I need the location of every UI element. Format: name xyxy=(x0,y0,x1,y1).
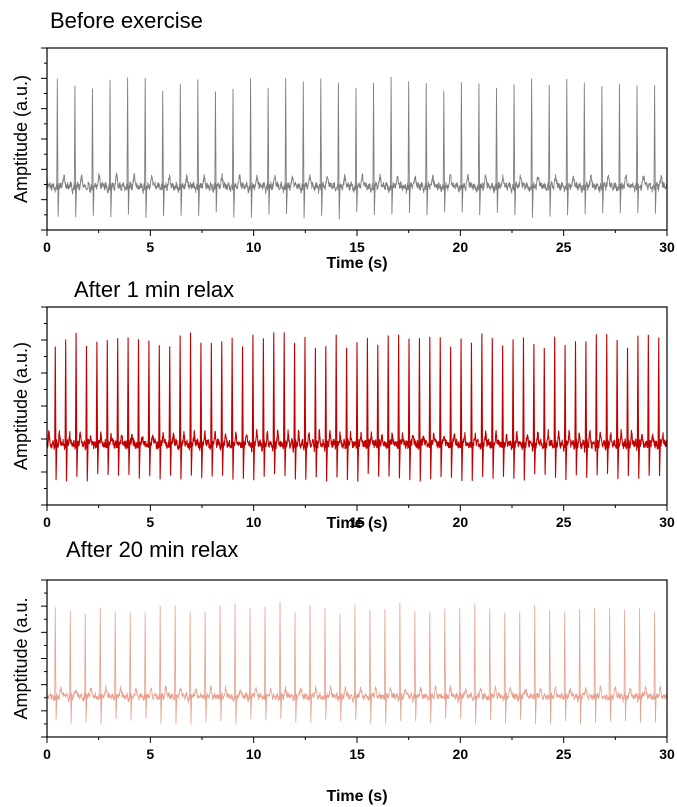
x-tick-label: 25 xyxy=(556,239,572,255)
ecg-chart-before-exercise: 0 5 10 15 20 25 30 Time (s) Amptitude (a.u.) xyxy=(11,47,675,272)
x-tick-label: 25 xyxy=(556,746,572,762)
panel-title: After 20 min relax xyxy=(66,537,239,562)
ecg-chart-after-20min: 0 5 10 15 20 25 30 Time (s) Amptitude (a.u. xyxy=(11,579,675,805)
panel-after-20min: After 20 min relax 0 5 10 15 20 25 30 Time (s) A… xyxy=(0,537,677,807)
x-tick-label: 15 xyxy=(349,746,365,762)
panel-before-exercise: Before exercise 0 5 10 15 20 25 30 Time (s) Ampt… xyxy=(0,0,677,275)
x-tick-label: 5 xyxy=(146,514,154,530)
x-tick-label: 20 xyxy=(453,239,469,255)
x-tick-label: 15 xyxy=(349,514,365,530)
x-tick-label: 15 xyxy=(349,239,365,255)
ecg-trace xyxy=(46,601,668,725)
y-axis-label: Amptitude (a.u.) xyxy=(11,342,31,470)
x-tick-label: 5 xyxy=(146,746,154,762)
x-axis-label: Time (s) xyxy=(326,255,387,272)
panel-title: After 1 min relax xyxy=(74,277,235,302)
y-axis-label: Amptitude (a.u.) xyxy=(11,75,31,203)
x-tick-label: 20 xyxy=(453,746,469,762)
panel-title: Before exercise xyxy=(50,8,203,33)
y-axis-label: Amptitude (a.u. xyxy=(11,597,31,719)
x-tick-label: 25 xyxy=(556,514,572,530)
ecg-trace xyxy=(46,332,668,482)
x-tick-label: 0 xyxy=(43,746,51,762)
ecg-chart-after-1min: 0 5 10 15 20 25 30 Time (s) Amptitude (a.u.) xyxy=(11,306,675,532)
x-tick-label: 10 xyxy=(246,239,262,255)
x-axis-label: Time (s) xyxy=(326,788,387,805)
x-axis-label: Time (s) xyxy=(326,515,387,532)
x-tick-label: 30 xyxy=(659,514,675,530)
panel-after-1min: After 1 min relax 0 5 10 15 20 25 30 Time (s) Am… xyxy=(0,275,677,537)
x-tick-label: 0 xyxy=(43,514,51,530)
x-tick-label: 5 xyxy=(146,239,154,255)
x-tick-label: 10 xyxy=(246,514,262,530)
x-tick-label: 20 xyxy=(453,514,469,530)
x-tick-label: 10 xyxy=(246,746,262,762)
ecg-trace xyxy=(46,76,668,220)
x-tick-label: 30 xyxy=(659,746,675,762)
x-tick-label: 0 xyxy=(43,239,51,255)
x-tick-label: 30 xyxy=(659,239,675,255)
plot-frame xyxy=(46,579,668,738)
